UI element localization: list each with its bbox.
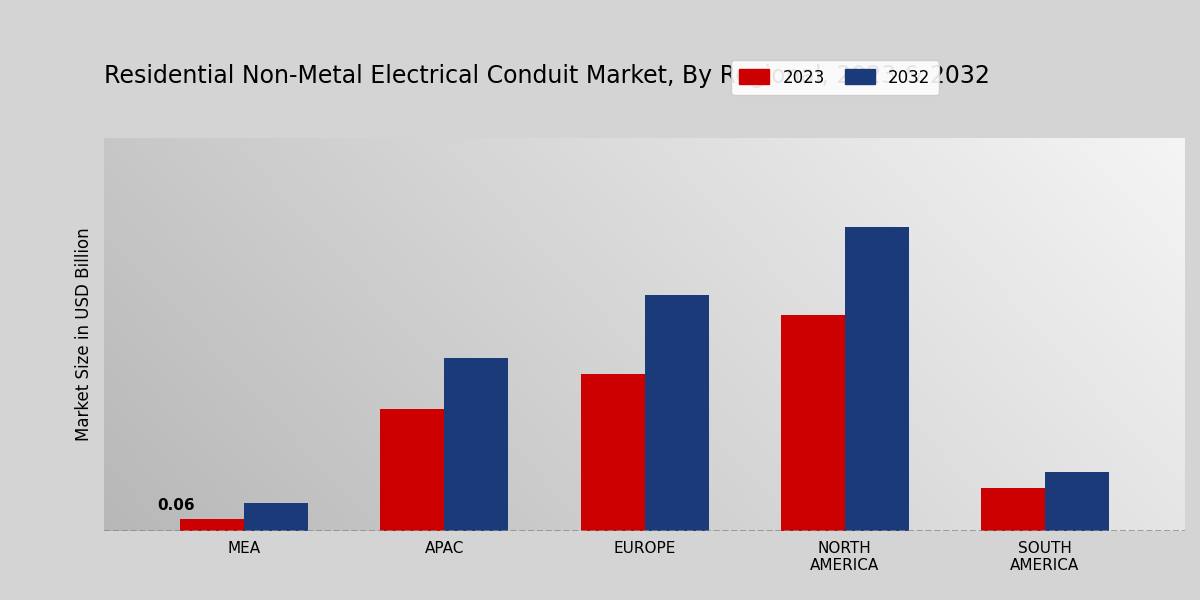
Bar xyxy=(444,358,509,531)
Text: 0.06: 0.06 xyxy=(157,498,194,513)
Bar xyxy=(781,315,845,531)
Bar xyxy=(245,503,308,531)
Text: Residential Non-Metal Electrical Conduit Market, By Regional, 2023 & 2032: Residential Non-Metal Electrical Conduit… xyxy=(104,64,990,88)
Legend: 2023, 2032: 2023, 2032 xyxy=(731,60,938,95)
Y-axis label: Market Size in USD Billion: Market Size in USD Billion xyxy=(74,228,94,442)
Bar xyxy=(180,519,245,531)
Bar xyxy=(845,227,908,531)
Bar xyxy=(980,488,1045,531)
Bar xyxy=(644,295,709,531)
Bar xyxy=(581,374,644,531)
Bar xyxy=(380,409,444,531)
Bar xyxy=(1045,472,1109,531)
